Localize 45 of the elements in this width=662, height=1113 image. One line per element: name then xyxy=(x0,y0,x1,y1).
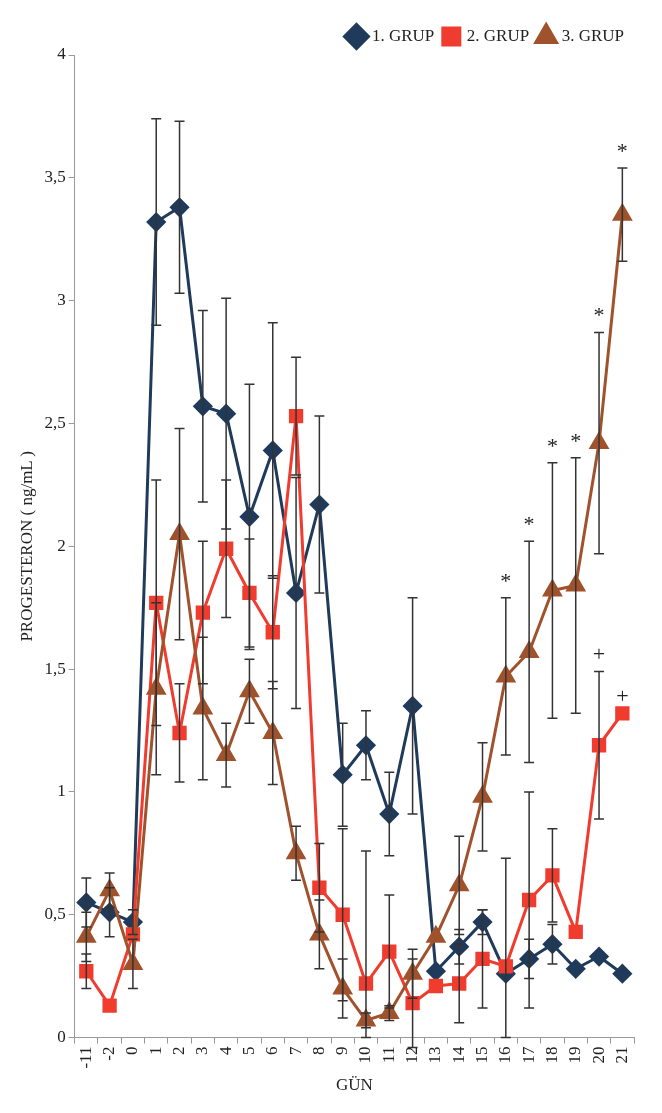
x-tick-label: -11 xyxy=(75,1046,95,1069)
annotation: * xyxy=(570,427,582,453)
y-tick-label: 2,5 xyxy=(44,412,66,432)
annotation: * xyxy=(500,567,512,593)
x-tick-label: 15 xyxy=(471,1046,491,1064)
x-tick-label: 16 xyxy=(495,1046,515,1064)
x-tick-label: 20 xyxy=(588,1046,608,1064)
annotation: + xyxy=(616,683,629,709)
x-tick-label: 19 xyxy=(565,1046,585,1064)
x-tick-label: 13 xyxy=(425,1046,445,1064)
y-tick-label: 3 xyxy=(57,290,66,310)
x-tick-label: 17 xyxy=(518,1046,538,1064)
x-tick-label: 1 xyxy=(145,1046,165,1056)
legend-label: 2. GRUP xyxy=(466,25,530,45)
x-tick-label: 9 xyxy=(332,1046,352,1056)
x-tick-label: 14 xyxy=(448,1046,468,1064)
annotation: * xyxy=(616,137,628,163)
x-tick-label: 7 xyxy=(285,1046,305,1056)
x-tick-label: 10 xyxy=(355,1046,375,1064)
x-tick-label: 18 xyxy=(541,1046,561,1064)
x-tick-label: 3 xyxy=(192,1046,212,1056)
x-tick-label: 2 xyxy=(169,1046,188,1056)
y-tick-label: 3,5 xyxy=(44,167,66,187)
x-axis-title: GÜN xyxy=(335,1075,373,1095)
y-tick-label: 1,5 xyxy=(44,658,66,678)
y-tick-label: 0,5 xyxy=(44,904,66,924)
x-tick-label: 0 xyxy=(122,1046,142,1056)
x-tick-label: 6 xyxy=(262,1046,282,1056)
legend-label: 1. GRUP xyxy=(371,25,435,45)
x-tick-label: 5 xyxy=(238,1046,258,1056)
legend-label: 3. GRUP xyxy=(561,25,625,45)
x-tick-label: -2 xyxy=(99,1046,119,1061)
y-tick-label: 4 xyxy=(57,44,67,64)
annotation: * xyxy=(523,511,535,537)
annotation: * xyxy=(546,432,558,458)
x-tick-label: 4 xyxy=(215,1046,235,1056)
y-axis-title: PROGESTERON ( ng/mL ) xyxy=(16,450,36,642)
x-tick-label: 11 xyxy=(378,1046,398,1063)
annotation: * xyxy=(593,302,605,328)
x-tick-label: 8 xyxy=(308,1046,328,1056)
y-tick-label: 2 xyxy=(57,535,66,555)
y-tick-label: 1 xyxy=(57,781,66,801)
x-tick-label: 12 xyxy=(402,1046,422,1064)
x-tick-label: 21 xyxy=(611,1046,631,1064)
annotation: + xyxy=(592,641,606,667)
